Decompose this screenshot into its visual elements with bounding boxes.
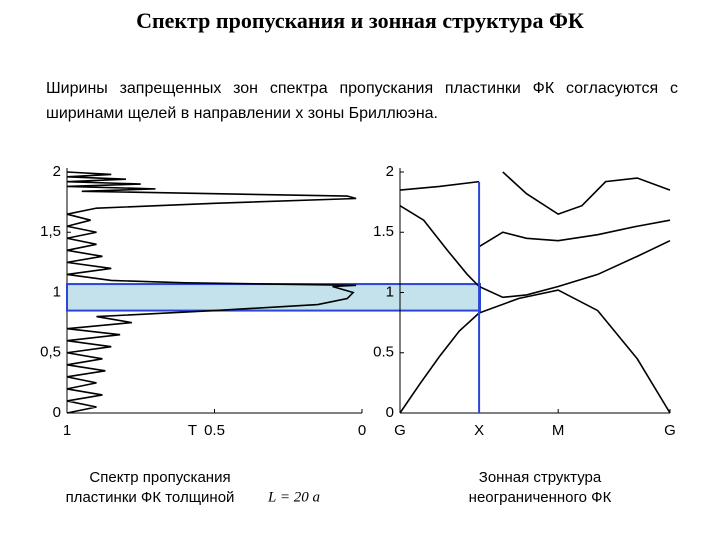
x-tick-label: M bbox=[552, 422, 565, 439]
x-tick-label: X bbox=[474, 422, 484, 439]
series-line bbox=[399, 180, 480, 191]
caption: Спектр пропускания пластинки ФК толщиной bbox=[66, 469, 235, 506]
y-tick-label: 1 bbox=[53, 283, 61, 300]
series-line bbox=[66, 171, 357, 414]
y-tick-label: 2 bbox=[386, 163, 394, 180]
series-line bbox=[399, 312, 480, 414]
slide-text: Ширины запрещенных зон спектра пропускан… bbox=[46, 80, 678, 122]
y-tick-label: 1,5 bbox=[40, 223, 61, 240]
y-tick-label: 0.5 bbox=[373, 344, 394, 361]
series-line bbox=[478, 289, 671, 414]
y-tick-label: 1 bbox=[386, 283, 394, 300]
caption: Зонная структура неограниченного ФК bbox=[469, 469, 612, 506]
series-line bbox=[502, 171, 671, 216]
x-axis-label: T bbox=[188, 422, 197, 439]
caption-formula: L = 20 a bbox=[267, 489, 320, 505]
x-tick-label: 0 bbox=[358, 422, 366, 439]
x-tick-label: G bbox=[664, 422, 676, 439]
y-tick-label: 0 bbox=[386, 404, 394, 421]
series-line bbox=[478, 219, 671, 248]
series-line bbox=[399, 205, 671, 299]
x-tick-label: 1 bbox=[63, 422, 71, 439]
x-tick-label: 0.5 bbox=[204, 422, 225, 439]
y-tick-label: 1.5 bbox=[373, 223, 394, 240]
y-tick-label: 0,5 bbox=[40, 344, 61, 361]
y-tick-label: 0 bbox=[53, 404, 61, 421]
slide-title: Спектр пропускания и зонная структура ФК bbox=[136, 8, 584, 33]
x-tick-label: G bbox=[394, 422, 406, 439]
y-tick-label: 2 bbox=[53, 163, 61, 180]
